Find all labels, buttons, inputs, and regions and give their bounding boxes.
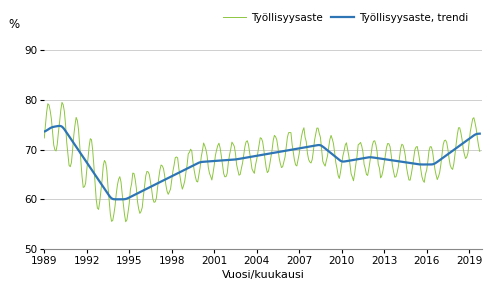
Line: Työllisyysaste: Työllisyysaste	[44, 102, 480, 222]
Työllisyysaste, trendi	[214, 159, 219, 163]
Työllisyysaste	[218, 154, 224, 157]
Työllisyysaste	[41, 136, 47, 140]
Työllisyysaste, trendi	[57, 124, 62, 128]
X-axis label: Vuosi/kuukausi: Vuosi/kuukausi	[222, 270, 305, 280]
Työllisyysaste	[423, 173, 429, 176]
Työllisyysaste	[59, 100, 65, 104]
Työllisyysaste, trendi	[218, 159, 224, 162]
Line: Työllisyysaste, trendi: Työllisyysaste, trendi	[44, 126, 480, 199]
Työllisyysaste	[214, 148, 219, 152]
Työllisyysaste	[477, 150, 483, 153]
Työllisyysaste	[361, 163, 367, 166]
Työllisyysaste	[118, 180, 124, 183]
Työllisyysaste, trendi	[423, 163, 429, 166]
Työllisyysaste, trendi	[361, 156, 367, 160]
Työllisyysaste	[401, 148, 407, 151]
Työllisyysaste, trendi	[116, 197, 122, 201]
Työllisyysaste, trendi	[477, 132, 483, 135]
Työllisyysaste, trendi	[41, 130, 47, 133]
Työllisyysaste, trendi	[119, 197, 125, 201]
Työllisyysaste	[123, 220, 129, 224]
Työllisyysaste, trendi	[401, 161, 407, 164]
Y-axis label: %: %	[8, 18, 19, 31]
Legend: Työllisyysaste, Työllisyysaste, trendi: Työllisyysaste, Työllisyysaste, trendi	[222, 13, 468, 23]
